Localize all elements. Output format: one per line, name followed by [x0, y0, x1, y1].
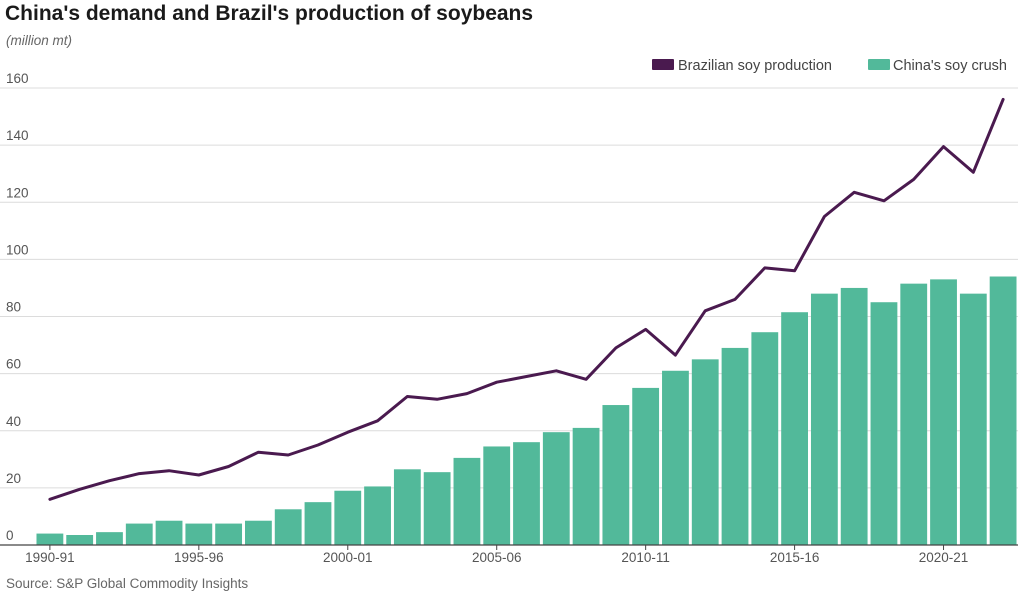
bar [453, 457, 481, 545]
bar [930, 279, 957, 545]
legend: Brazilian soy production China's soy cru… [652, 58, 1007, 74]
bar [662, 370, 689, 545]
axes: 1990-91 1995-96 2000-01 2005-06 2010-11 2015-… [0, 544, 1018, 565]
bar [989, 276, 1017, 545]
line-series [48, 97, 1005, 501]
y-tick-label: 40 [6, 414, 21, 429]
bar [513, 442, 540, 545]
legend-swatch-china [868, 59, 890, 70]
bar [721, 347, 749, 545]
bar [334, 490, 362, 545]
bar [870, 302, 898, 545]
chart-source: Source: S&P Global Commodity Insights [6, 576, 249, 591]
bar [840, 287, 868, 545]
bar-series [36, 276, 1017, 545]
bar [900, 283, 928, 545]
bar [66, 535, 94, 545]
y-tick-label: 160 [6, 71, 29, 86]
y-tick-label: 140 [6, 128, 29, 143]
x-tick-label: 2000-01 [323, 550, 373, 565]
x-tick-label: 1995-96 [174, 550, 224, 565]
x-tick-label: 2020-21 [919, 550, 969, 565]
bar [36, 533, 64, 545]
bar [810, 293, 838, 545]
legend-label-china: China's soy crush [893, 58, 1007, 74]
bar [632, 387, 660, 545]
bar [781, 312, 808, 545]
bar [185, 523, 213, 545]
x-tick-label: 2010-11 [621, 550, 670, 565]
bar [393, 469, 421, 545]
bar [215, 523, 243, 545]
chart-subtitle: (million mt) [6, 33, 72, 48]
x-tick-label: 2005-06 [472, 550, 522, 565]
bar [125, 523, 153, 545]
x-tick-label: 1990-91 [25, 550, 75, 565]
bar [959, 293, 987, 545]
bar [274, 509, 302, 545]
bar [364, 486, 391, 545]
y-tick-label: 60 [6, 357, 21, 372]
x-tick-label: 2015-16 [770, 550, 820, 565]
bar [751, 332, 779, 545]
y-tick-label: 80 [6, 300, 21, 315]
bar [245, 520, 272, 545]
bar [483, 446, 511, 545]
bar [572, 427, 600, 545]
bar [96, 532, 123, 545]
y-tick-label: 100 [6, 242, 29, 257]
legend-swatch-brazil [652, 59, 674, 70]
bar [542, 432, 570, 545]
bar [423, 472, 451, 545]
y-tick-label: 20 [6, 471, 21, 486]
bar [304, 502, 332, 545]
y-tick-label: 0 [6, 528, 14, 543]
bar [691, 359, 719, 545]
bar [155, 520, 183, 545]
chart-title: China's demand and Brazil's production o… [5, 2, 534, 25]
legend-label-brazil: Brazilian soy production [678, 58, 832, 74]
y-tick-label: 120 [6, 185, 29, 200]
bar [602, 405, 630, 545]
